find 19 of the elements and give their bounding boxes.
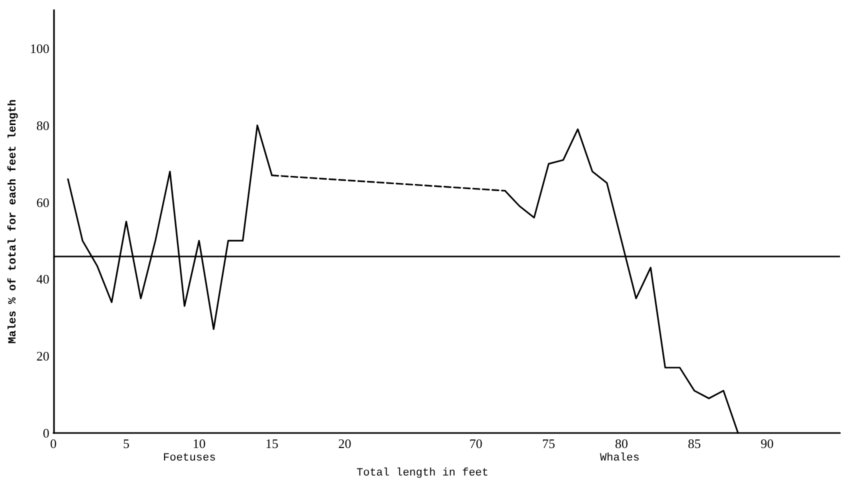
y-tick-label: 80 <box>36 118 50 133</box>
x-tick-label: 75 <box>542 436 556 451</box>
y-tick-label: 60 <box>36 194 50 210</box>
x-tick-label: 5 <box>122 436 130 451</box>
y-tick-label: 0 <box>42 426 50 440</box>
y-axis-title: Males % of total for each feet length <box>6 99 20 344</box>
x-tick-label: 70 <box>469 436 482 451</box>
x-tick-label: 10 <box>192 436 206 451</box>
x-axis-title: Total length in feet <box>356 468 489 480</box>
x-tick-label: 15 <box>265 436 278 451</box>
x-tick-label: 80 <box>615 436 628 451</box>
x-tick-label: 85 <box>688 436 701 451</box>
x-tick-label: 90 <box>760 436 774 451</box>
y-tick-label: 100 <box>30 40 50 56</box>
y-tick-label: 20 <box>36 348 50 364</box>
y-tick-label: 40 <box>36 272 50 287</box>
text: Whales <box>600 452 640 464</box>
x-tick-label: 20 <box>338 436 352 451</box>
text: Foetuses <box>163 452 216 464</box>
